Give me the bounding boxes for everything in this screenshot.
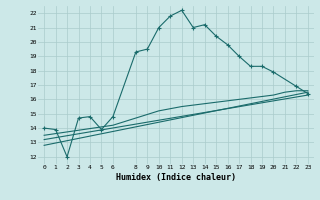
X-axis label: Humidex (Indice chaleur): Humidex (Indice chaleur)	[116, 173, 236, 182]
